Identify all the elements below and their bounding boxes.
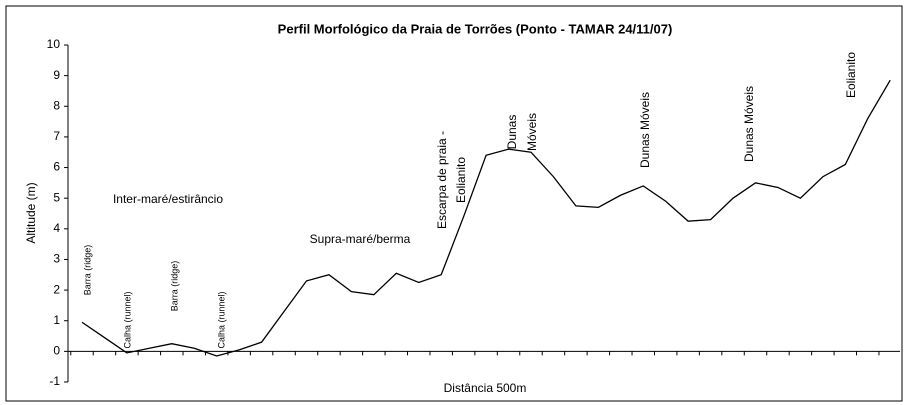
y-tick-label: 0 [53, 344, 60, 358]
annotation: Calha (runnel) [122, 291, 132, 348]
y-tick-label: 8 [53, 98, 60, 112]
chart-title: Perfil Morfológico da Praia de Torrões (… [278, 21, 673, 36]
annotation: Inter-maré/estirâncio [113, 192, 223, 206]
y-tick-label: 1 [53, 313, 60, 327]
x-axis-label: Distância 500m [444, 381, 527, 395]
annotation: Dunas [505, 115, 519, 150]
annotation: Barra (ridge) [82, 245, 92, 296]
y-tick-label: 6 [53, 160, 60, 174]
y-tick-label: 5 [53, 190, 60, 204]
annotation: Dunas Móveis [742, 86, 756, 162]
y-tick-label: 3 [53, 252, 60, 266]
y-tick-label: 10 [47, 37, 61, 51]
y-tick-label: 2 [53, 282, 60, 296]
annotation: Dunas Móveis [638, 92, 652, 168]
y-tick-label: 9 [53, 68, 60, 82]
chart-frame [5, 5, 903, 402]
y-tick-label: 7 [53, 129, 60, 143]
y-axis-label: Altitude (m) [24, 182, 38, 243]
line-series [81, 79, 891, 357]
y-tick-label: -1 [49, 374, 60, 388]
annotation: Eolianito [844, 52, 858, 98]
annotation: Móveis [525, 113, 539, 151]
annotation: Supra-maré/berma [310, 232, 411, 246]
annotation: Eolianito [454, 157, 468, 203]
y-tick-label: 4 [53, 221, 60, 235]
annotation: Barra (ridge) [169, 261, 179, 312]
annotation: Escarpa de praia - [435, 131, 449, 229]
annotation: Calha (runnel) [216, 291, 226, 348]
